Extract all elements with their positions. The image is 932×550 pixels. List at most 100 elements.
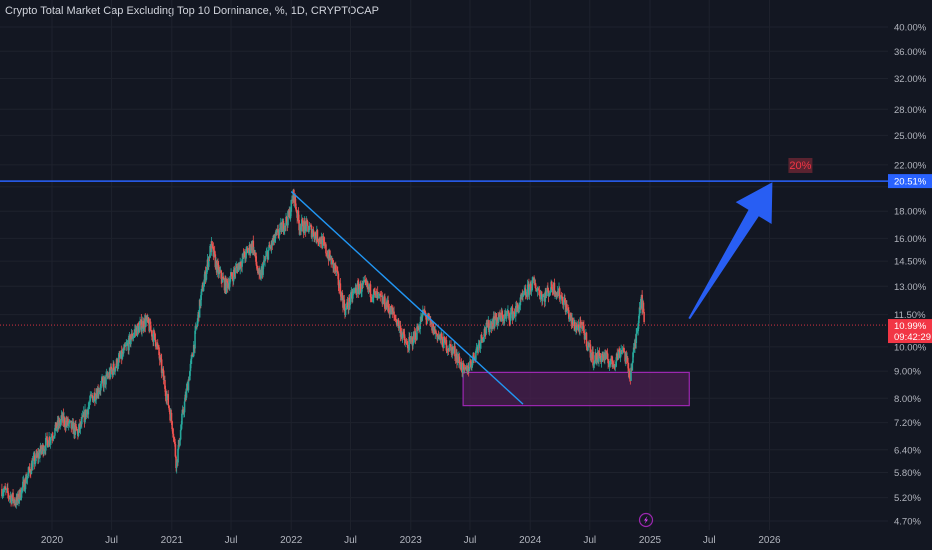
candle-body bbox=[253, 249, 256, 254]
candle-body bbox=[18, 498, 20, 502]
candle-body bbox=[231, 276, 234, 278]
target-label-bg bbox=[788, 157, 813, 173]
candle-body bbox=[301, 219, 304, 221]
candle-body bbox=[617, 350, 620, 359]
candle-body bbox=[636, 332, 638, 334]
candle-body bbox=[258, 269, 260, 275]
candle-body bbox=[183, 401, 186, 413]
price-tick-label: 11.50% bbox=[894, 310, 926, 321]
candle-body bbox=[184, 394, 187, 402]
candle-body bbox=[10, 497, 13, 504]
candle-body bbox=[384, 308, 387, 310]
candle-body bbox=[142, 321, 145, 329]
candle-body bbox=[119, 357, 122, 358]
candle-body bbox=[512, 313, 514, 320]
candle-body bbox=[240, 261, 242, 266]
candle-body bbox=[32, 457, 35, 462]
candle-body bbox=[287, 211, 289, 226]
price-tick-label: 9.00% bbox=[894, 367, 921, 378]
candle-body bbox=[264, 255, 267, 260]
candle-body bbox=[121, 351, 124, 359]
candle-body bbox=[359, 283, 362, 293]
candle-body bbox=[307, 225, 310, 232]
candle-body bbox=[469, 360, 472, 364]
candle-body bbox=[3, 490, 5, 493]
candle-body bbox=[300, 219, 303, 227]
candle-body bbox=[245, 248, 247, 259]
candle-body bbox=[353, 288, 356, 290]
candle-body bbox=[560, 295, 562, 299]
candle-body bbox=[124, 345, 126, 347]
candle-body bbox=[277, 229, 279, 236]
candle-body bbox=[24, 477, 27, 490]
candle-body bbox=[325, 244, 327, 254]
candle-body bbox=[74, 424, 77, 435]
candle-body bbox=[640, 298, 642, 309]
candle-body bbox=[110, 366, 113, 371]
candle-body bbox=[569, 314, 571, 318]
candle-body bbox=[441, 338, 444, 347]
candle-body bbox=[20, 488, 23, 498]
candle-body bbox=[314, 232, 316, 239]
candle-body bbox=[125, 344, 128, 347]
candle-body bbox=[118, 355, 121, 358]
candle-body bbox=[255, 252, 257, 262]
candle-body bbox=[200, 288, 203, 296]
candle-body bbox=[229, 275, 232, 282]
candle-body bbox=[171, 429, 174, 434]
candle-body bbox=[124, 346, 127, 347]
candle-body bbox=[374, 291, 376, 293]
candle-body bbox=[469, 360, 471, 369]
candle-body bbox=[429, 319, 432, 323]
candle-body bbox=[222, 276, 224, 279]
candle-body bbox=[321, 238, 324, 248]
candle-body bbox=[522, 294, 524, 297]
candle-body bbox=[414, 332, 417, 340]
candle-body bbox=[183, 412, 185, 414]
price-tick-label: 16.00% bbox=[894, 234, 927, 245]
candle-body bbox=[538, 290, 541, 296]
candle-body bbox=[580, 322, 583, 325]
candle-body bbox=[522, 294, 525, 296]
candle-body bbox=[252, 240, 255, 253]
candle-body bbox=[535, 290, 538, 292]
candle-body bbox=[188, 371, 191, 381]
candle-body bbox=[488, 320, 490, 333]
price-tick-label: 22.00% bbox=[894, 160, 927, 171]
candle-body bbox=[388, 309, 391, 315]
candle-body bbox=[494, 320, 496, 327]
candle-body bbox=[343, 299, 346, 309]
target-label: 20% bbox=[789, 160, 811, 172]
candle-body bbox=[275, 232, 278, 234]
candle-body bbox=[7, 493, 10, 497]
candle-body bbox=[329, 250, 331, 259]
candle-body bbox=[316, 230, 319, 242]
candle-body bbox=[425, 319, 428, 321]
candle-body bbox=[435, 333, 438, 334]
candle-body bbox=[592, 351, 594, 366]
candle-body bbox=[106, 373, 109, 377]
time-axis[interactable]: 2020 Jul 2021 Jul 2022 Jul 2023 Jul 2024 Jul 2025 J… bbox=[0, 530, 932, 550]
candle-body bbox=[573, 322, 576, 331]
candle-body bbox=[567, 309, 569, 311]
price-axis[interactable]: 40.00% 36.00% 32.00% 28.00% 25.00% 22.00% 18.0… bbox=[888, 0, 932, 550]
candle-body bbox=[46, 436, 48, 441]
candle-body bbox=[435, 330, 437, 334]
candle-body bbox=[319, 237, 321, 242]
support-zone-box bbox=[462, 371, 690, 407]
candle-body bbox=[389, 312, 391, 315]
candle-body bbox=[461, 363, 464, 373]
level-price-label-bg bbox=[888, 174, 932, 189]
candle-body bbox=[621, 350, 624, 352]
candle-body bbox=[393, 315, 396, 318]
candle-body bbox=[388, 307, 390, 310]
candle-body bbox=[458, 356, 461, 364]
candle-body bbox=[530, 283, 532, 291]
candle-body bbox=[463, 364, 465, 369]
candle-body bbox=[168, 405, 170, 408]
price-tick-label: 4.70% bbox=[894, 517, 921, 528]
candle-body bbox=[424, 312, 427, 315]
candle-body bbox=[298, 219, 300, 231]
candle-body bbox=[265, 252, 268, 256]
